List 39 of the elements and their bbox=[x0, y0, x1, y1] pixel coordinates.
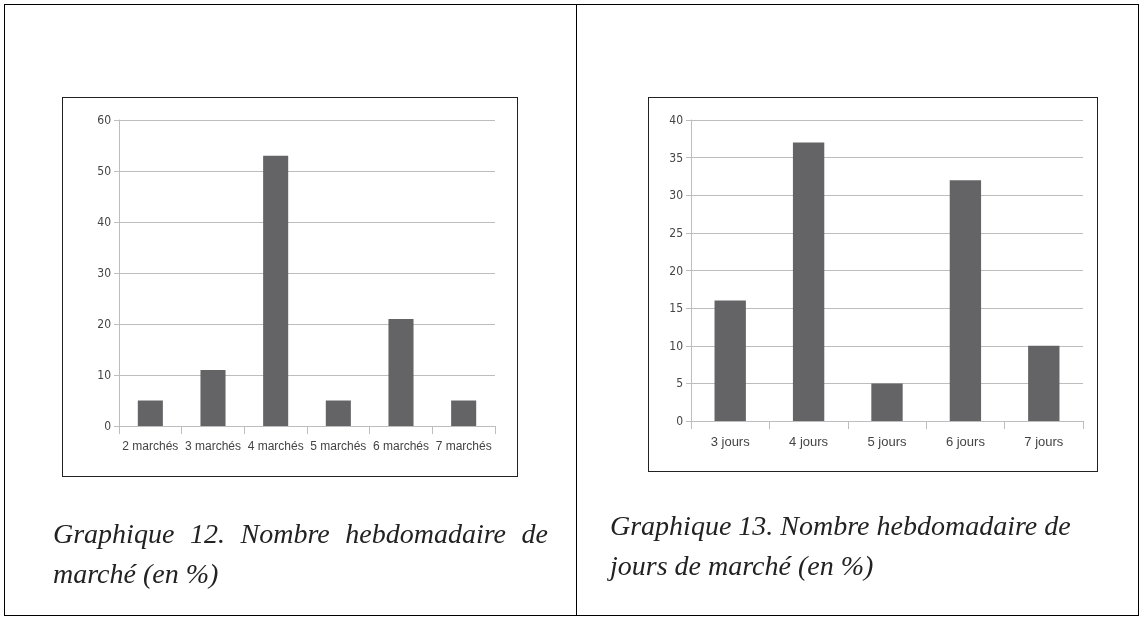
y-tick-label: 35 bbox=[669, 150, 683, 165]
x-tick-label: 3 marchés bbox=[184, 439, 242, 453]
y-tick-label: 10 bbox=[97, 368, 112, 382]
bar bbox=[325, 400, 351, 426]
y-tick-label: 20 bbox=[97, 317, 112, 331]
y-tick-label: 25 bbox=[669, 225, 683, 240]
y-tick-label: 15 bbox=[669, 301, 683, 316]
y-tick-label: 40 bbox=[669, 113, 684, 127]
x-tick-label: 5 jours bbox=[867, 434, 907, 449]
y-tick-label: 10 bbox=[669, 338, 684, 353]
bar bbox=[714, 300, 746, 421]
y-tick-label: 30 bbox=[669, 188, 684, 203]
x-tick-label: 7 marchés bbox=[435, 439, 492, 453]
x-tick-label: 3 jours bbox=[710, 434, 751, 449]
x-tick-label: 7 jours bbox=[1024, 434, 1064, 449]
x-tick-label: 6 marchés bbox=[372, 439, 430, 453]
bar bbox=[200, 369, 226, 426]
bar bbox=[451, 400, 477, 426]
x-tick-label: 6 jours bbox=[945, 434, 986, 449]
y-tick-label: 60 bbox=[97, 113, 112, 127]
text: Graphique 12. Nombre hebdomadaire de marché (en %) bbox=[53, 517, 548, 591]
y-tick-label: 40 bbox=[97, 215, 112, 229]
x-tick-label: 4 jours bbox=[789, 434, 829, 449]
y-tick-label: 20 bbox=[669, 263, 684, 278]
y-tick-label: 5 bbox=[676, 376, 683, 391]
bar bbox=[792, 142, 825, 421]
bar bbox=[949, 180, 982, 421]
y-tick-label: 30 bbox=[97, 266, 112, 280]
x-tick-label: 2 marchés bbox=[122, 439, 179, 453]
y-tick-label: 50 bbox=[97, 164, 112, 178]
y-tick-label: 0 bbox=[676, 414, 684, 428]
x-tick-label: 4 marchés bbox=[247, 439, 304, 453]
y-tick-label: 0 bbox=[104, 419, 112, 433]
bar bbox=[263, 155, 289, 426]
bar bbox=[137, 400, 163, 426]
bar bbox=[871, 383, 903, 421]
bar bbox=[1028, 345, 1060, 421]
bar bbox=[388, 318, 414, 426]
x-tick-label: 5 marchés bbox=[310, 439, 367, 453]
